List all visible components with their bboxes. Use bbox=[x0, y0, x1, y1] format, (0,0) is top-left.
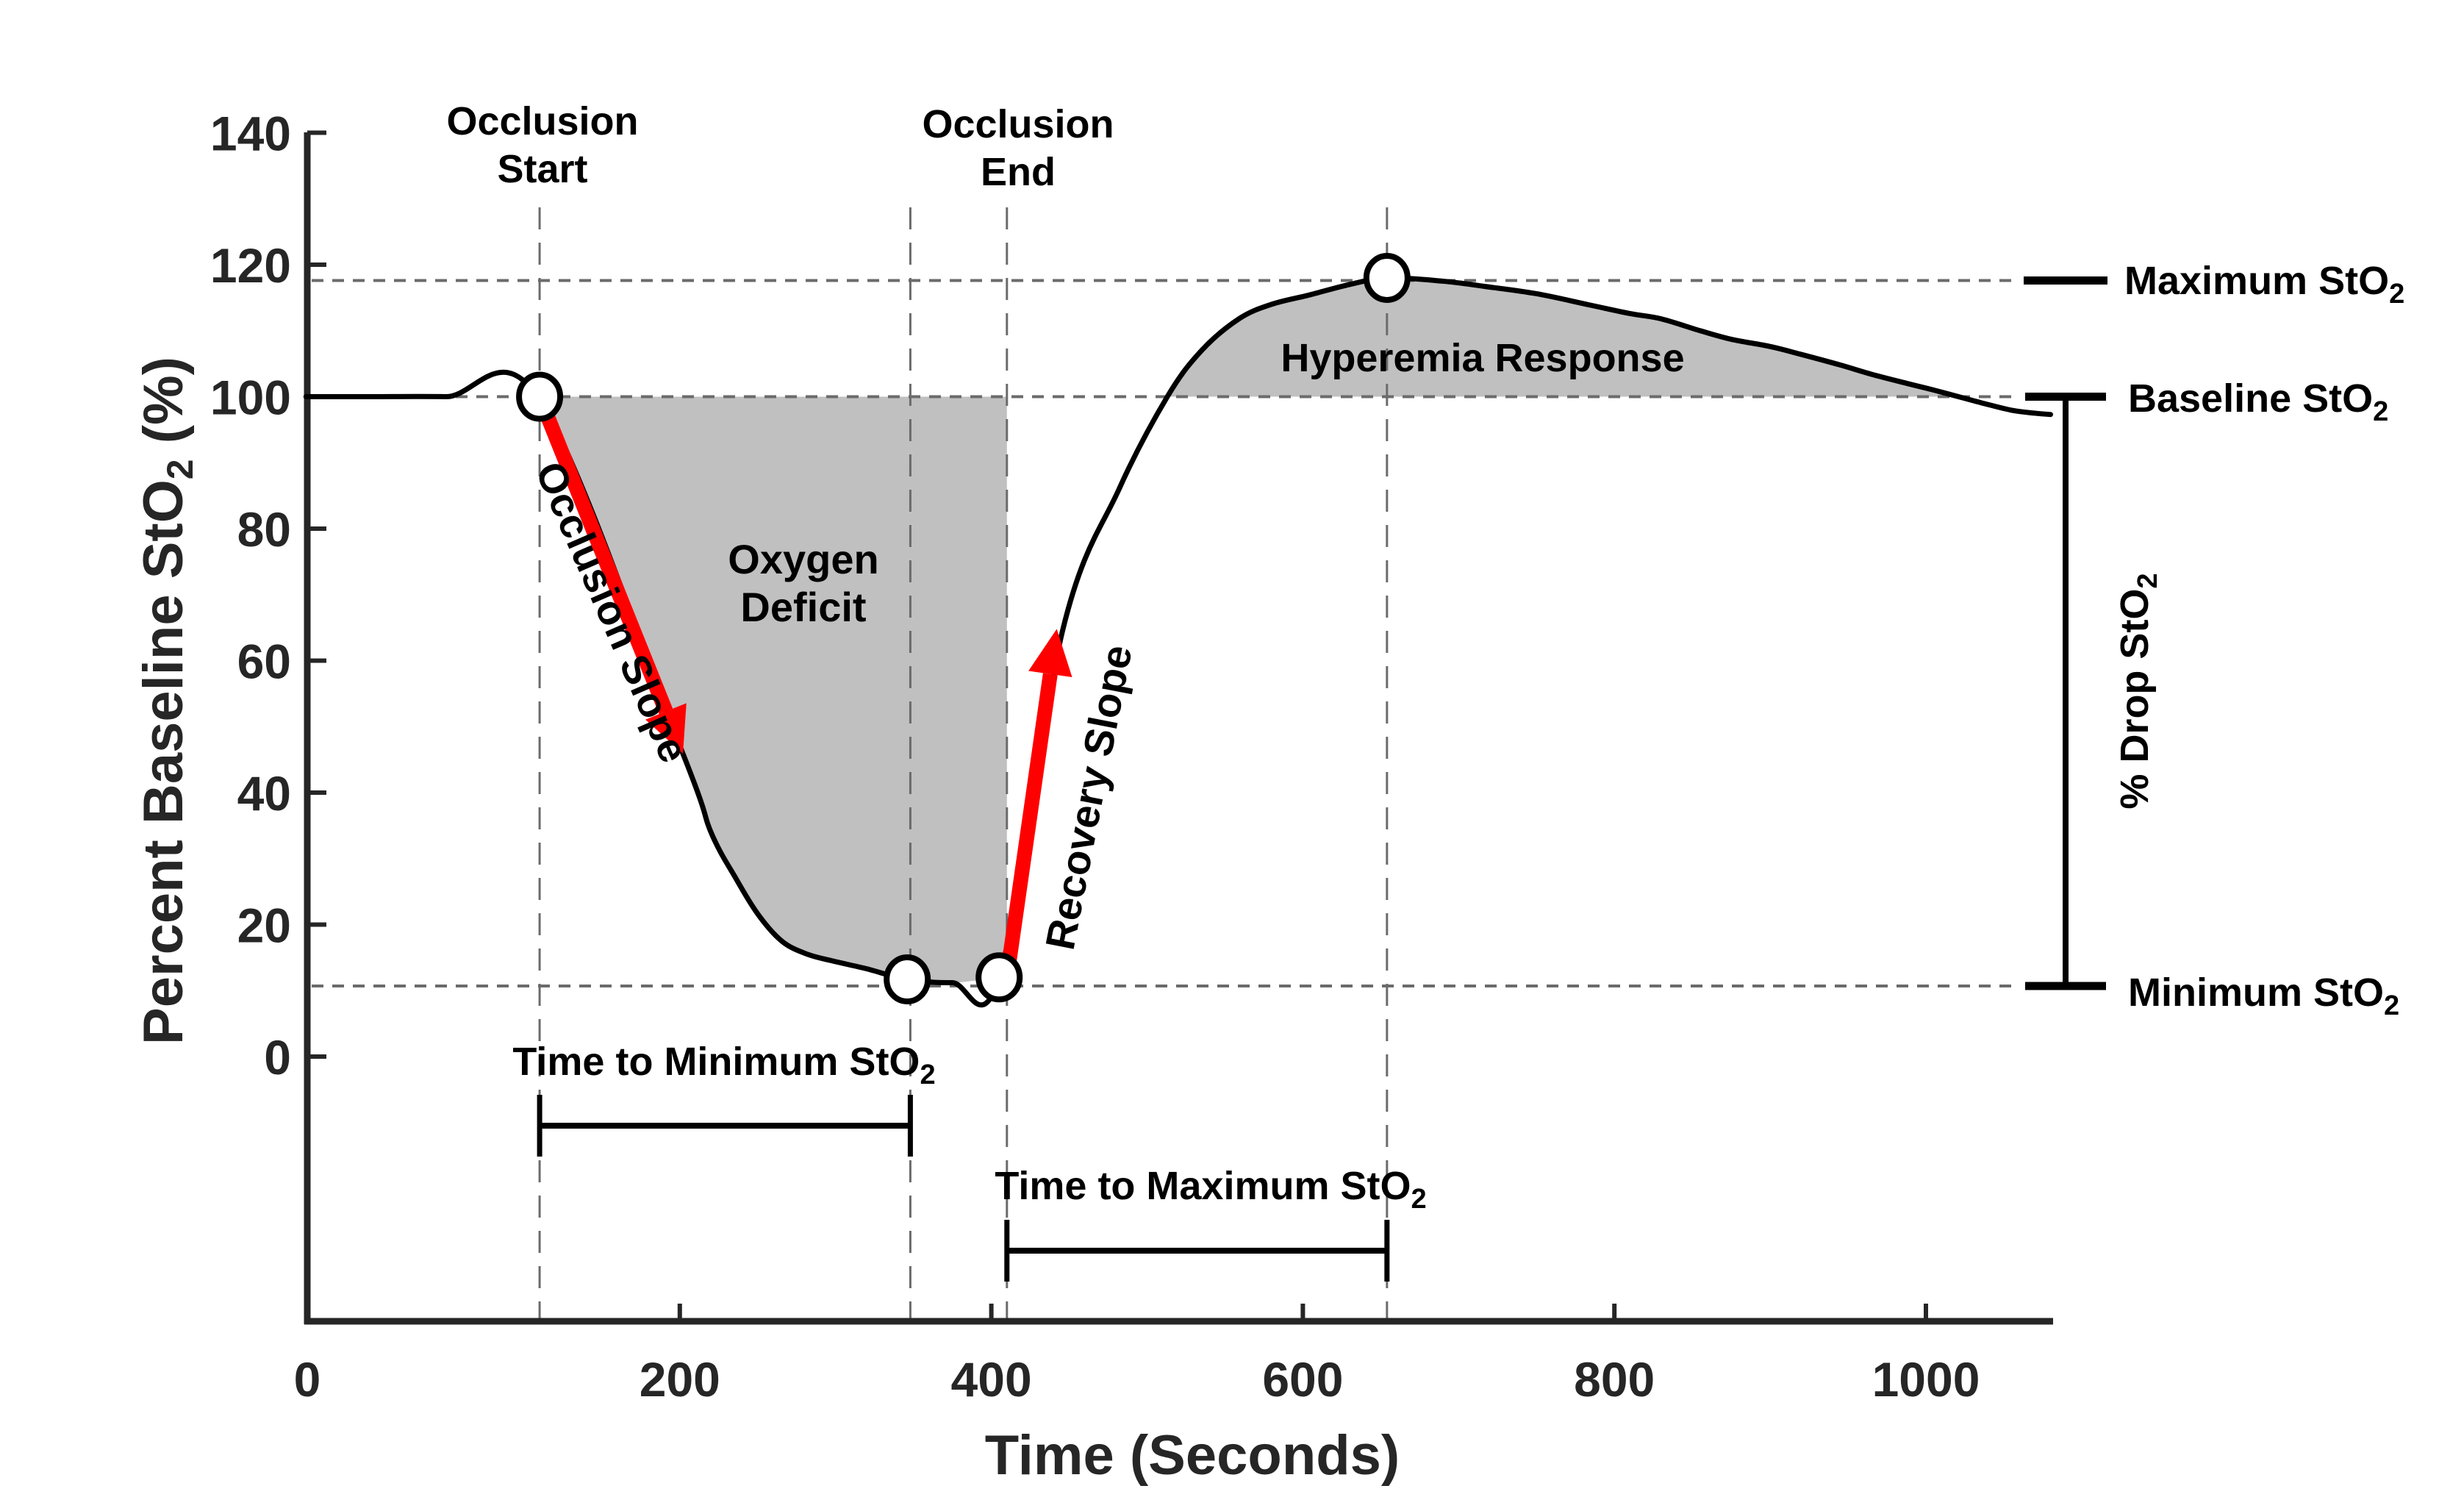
y-axis-title-tail: (%) bbox=[132, 357, 195, 459]
hyperemia-response-area bbox=[1167, 277, 1963, 399]
y-tick-label-140: 140 bbox=[210, 107, 291, 161]
marker-minimum bbox=[884, 954, 931, 1004]
recovery-slope-arrow-shaft bbox=[999, 673, 1058, 979]
occlusion-slope-arrow bbox=[532, 393, 687, 754]
x-tick-label-800: 800 bbox=[1574, 1352, 1655, 1407]
marker-occlusion-start bbox=[516, 371, 564, 422]
oxygen-deficit-label-line1: Oxygen bbox=[728, 536, 878, 582]
occlusion-start-label-line2: Start bbox=[497, 147, 587, 191]
time-to-maximum-subscript: 2 bbox=[1411, 1184, 1426, 1215]
x-tick-label-200: 200 bbox=[640, 1352, 720, 1407]
percent-drop-subscript: 2 bbox=[2132, 573, 2163, 588]
y-axis-ticks: 0 20 40 60 80 100 120 140 bbox=[210, 107, 326, 1085]
time-to-maximum-text: Time to Maximum StO bbox=[995, 1164, 1411, 1208]
y-tick-label-80: 80 bbox=[237, 502, 291, 557]
baseline-stO2-label: Baseline StO2 bbox=[2128, 376, 2388, 427]
maximum-stO2-subscript: 2 bbox=[2389, 279, 2404, 310]
recovery-slope-arrow-head bbox=[1028, 629, 1072, 678]
marker-maximum bbox=[1363, 252, 1411, 303]
marker-occlusion-end bbox=[975, 952, 1023, 1003]
oxygen-deficit-label-line2: Deficit bbox=[740, 584, 866, 630]
baseline-stO2-subscript: 2 bbox=[2373, 396, 2388, 427]
y-tick-label-0: 0 bbox=[264, 1030, 291, 1085]
x-axis-title: Time (Seconds) bbox=[985, 1424, 1400, 1487]
x-tick-label-1000: 1000 bbox=[1872, 1352, 1980, 1407]
y-tick-label-20: 20 bbox=[237, 898, 291, 953]
minimum-stO2-subscript: 2 bbox=[2384, 990, 2399, 1021]
slope-arrows bbox=[532, 393, 1072, 979]
time-to-minimum-subscript: 2 bbox=[920, 1060, 935, 1090]
time-brackets bbox=[537, 1095, 1390, 1282]
level-indicators bbox=[2024, 276, 2107, 990]
stO2-series-line bbox=[303, 275, 2054, 1008]
occlusion-end-label-line2: End bbox=[981, 150, 1056, 194]
x-tick-label-400: 400 bbox=[951, 1352, 1032, 1407]
occlusion-end-label-line1: Occlusion bbox=[922, 102, 1114, 146]
time-to-minimum-text: Time to Minimum StO bbox=[512, 1040, 920, 1084]
occlusion-start-label-line1: Occlusion bbox=[446, 99, 638, 143]
x-axis-ticks: 200 400 600 800 1000 bbox=[640, 1304, 1980, 1407]
time-to-minimum-bracket bbox=[537, 1095, 913, 1157]
y-axis-title-main: Percent Baseline StO bbox=[132, 479, 195, 1045]
minimum-stO2-label: Minimum StO2 bbox=[2128, 971, 2399, 1021]
y-tick-label-100: 100 bbox=[210, 371, 291, 425]
baseline-stO2-text: Baseline StO bbox=[2128, 376, 2373, 421]
percent-drop-text: % Drop StO bbox=[2113, 589, 2157, 810]
axes: 200 400 600 800 1000 0 20 40 60 80 100 120 140 0 bbox=[210, 107, 2053, 1407]
y-tick-label-120: 120 bbox=[210, 238, 291, 293]
y-tick-label-40: 40 bbox=[237, 766, 291, 821]
occlusion-slope-arrow-head bbox=[645, 703, 687, 754]
x-tick-label-origin: 0 bbox=[294, 1352, 321, 1407]
y-axis-title: Percent Baseline StO2 (%) bbox=[132, 357, 201, 1045]
key-point-markers bbox=[516, 252, 1411, 1004]
time-to-maximum-bracket bbox=[1004, 1220, 1390, 1282]
y-tick-label-60: 60 bbox=[237, 635, 291, 689]
maximum-stO2-label: Maximum StO2 bbox=[2124, 259, 2404, 310]
oxygen-deficit-area bbox=[540, 396, 1007, 983]
maximum-stO2-text: Maximum StO bbox=[2124, 259, 2389, 303]
time-to-minimum-label: Time to Minimum StO2 bbox=[512, 1040, 935, 1090]
shaded-regions bbox=[540, 277, 1963, 983]
x-tick-label-600: 600 bbox=[1262, 1352, 1343, 1407]
hyperemia-response-label: Hyperemia Response bbox=[1281, 336, 1684, 380]
occlusion-slope-arrow-shaft bbox=[532, 393, 673, 715]
percent-drop-stO2-label: % Drop StO2 bbox=[2113, 573, 2163, 809]
y-axis-title-subscript: 2 bbox=[160, 459, 201, 479]
minimum-stO2-text: Minimum StO bbox=[2128, 971, 2384, 1015]
recovery-slope-arrow bbox=[999, 629, 1072, 979]
time-to-maximum-label: Time to Maximum StO2 bbox=[995, 1164, 1426, 1215]
